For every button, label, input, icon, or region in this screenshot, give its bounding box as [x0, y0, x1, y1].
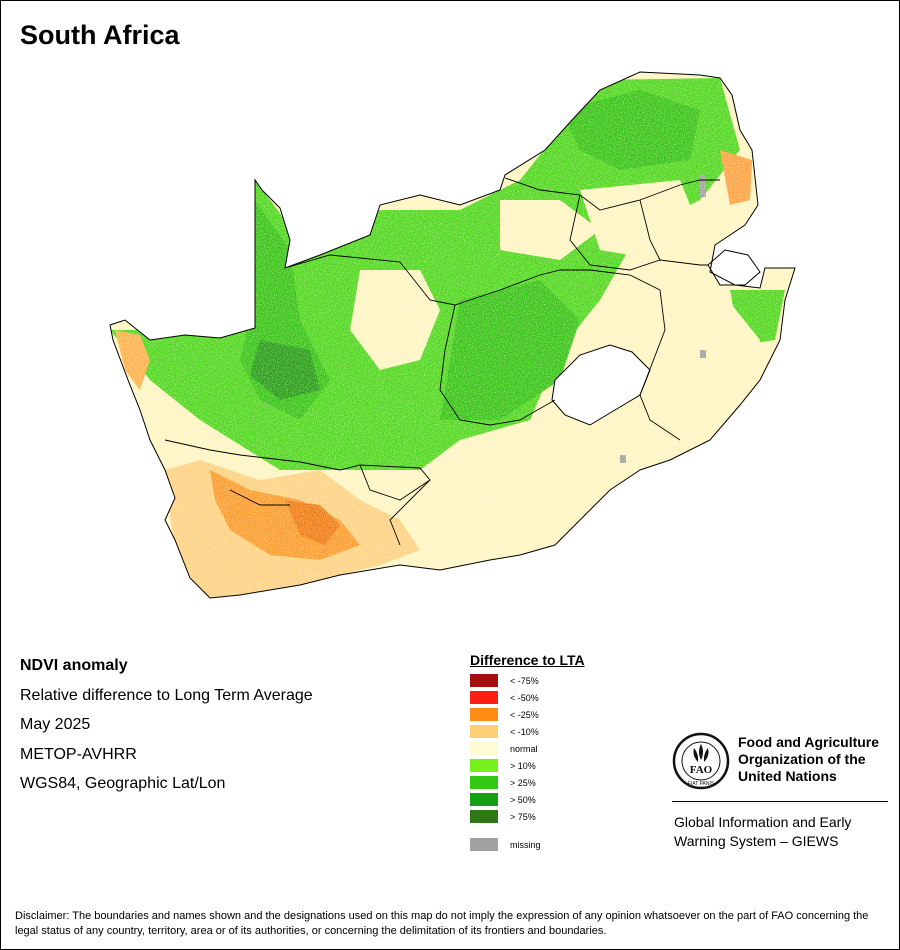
legend-items: < -75% < -50% < -25% < -10% normal > 10% > 25%…	[470, 672, 585, 825]
legend-label: < -10%	[510, 726, 539, 737]
legend-swatch	[470, 793, 498, 806]
fao-logo-letters: FAO	[690, 764, 713, 776]
province-boundaries	[164, 177, 720, 546]
legend-swatch	[470, 691, 498, 704]
legend-label: < -25%	[510, 709, 539, 720]
legend-item: > 25%	[470, 774, 585, 791]
legend-swatch	[470, 810, 498, 823]
disclaimer: Disclaimer: The boundaries and names sho…	[15, 910, 869, 937]
legend-swatch	[470, 674, 498, 687]
legend-item: > 50%	[470, 791, 585, 808]
fao-logo-icon: FAO FIAT PANIS	[672, 732, 730, 790]
legend-label-missing: missing	[510, 839, 541, 850]
product-projection: WGS84, Geographic Lat/Lon	[20, 775, 226, 792]
legend-item: < -50%	[470, 689, 585, 706]
legend-swatch-missing	[470, 838, 498, 851]
legend-label: < -50%	[510, 692, 539, 703]
map-title: South Africa	[20, 20, 180, 50]
giews-label: Global Information and Early Warning Sys…	[674, 814, 852, 849]
ndvi-anomaly-map	[109, 71, 796, 599]
legend-swatch	[470, 725, 498, 738]
fao-logo-motto: FIAT PANIS	[688, 781, 715, 787]
legend-label: > 75%	[510, 811, 536, 822]
fao-divider	[672, 801, 888, 802]
legend-label: > 50%	[510, 794, 536, 805]
map-metadata: NDVI anomaly Relative difference to Long…	[20, 656, 313, 804]
product-description: Relative difference to Long Term Average	[20, 686, 313, 704]
legend-item: < -25%	[470, 706, 585, 723]
legend-item: > 10%	[470, 757, 585, 774]
legend-item: < -75%	[470, 672, 585, 689]
legend-item: > 75%	[470, 808, 585, 825]
eswatini-enclave	[707, 249, 761, 286]
legend-item: < -10%	[470, 723, 585, 740]
legend: Difference to LTA < -75% < -50% < -25% < -1…	[470, 652, 585, 853]
legend-swatch	[470, 776, 498, 789]
legend-label: > 10%	[510, 760, 536, 771]
legend-label: > 25%	[510, 777, 536, 788]
product-name: NDVI anomaly	[20, 657, 128, 674]
legend-swatch	[470, 742, 498, 755]
legend-swatch	[470, 759, 498, 772]
fao-organization-name: Food and Agriculture Organization of the…	[738, 734, 880, 784]
legend-item-missing: missing	[470, 836, 585, 853]
product-sensor: METOP-AVHRR	[20, 745, 137, 763]
legend-label: normal	[510, 743, 538, 754]
legend-item: normal	[470, 740, 585, 757]
legend-swatch	[470, 708, 498, 721]
legend-label: < -75%	[510, 675, 539, 686]
legend-title: Difference to LTA	[470, 652, 585, 668]
product-date: May 2025	[20, 716, 91, 733]
